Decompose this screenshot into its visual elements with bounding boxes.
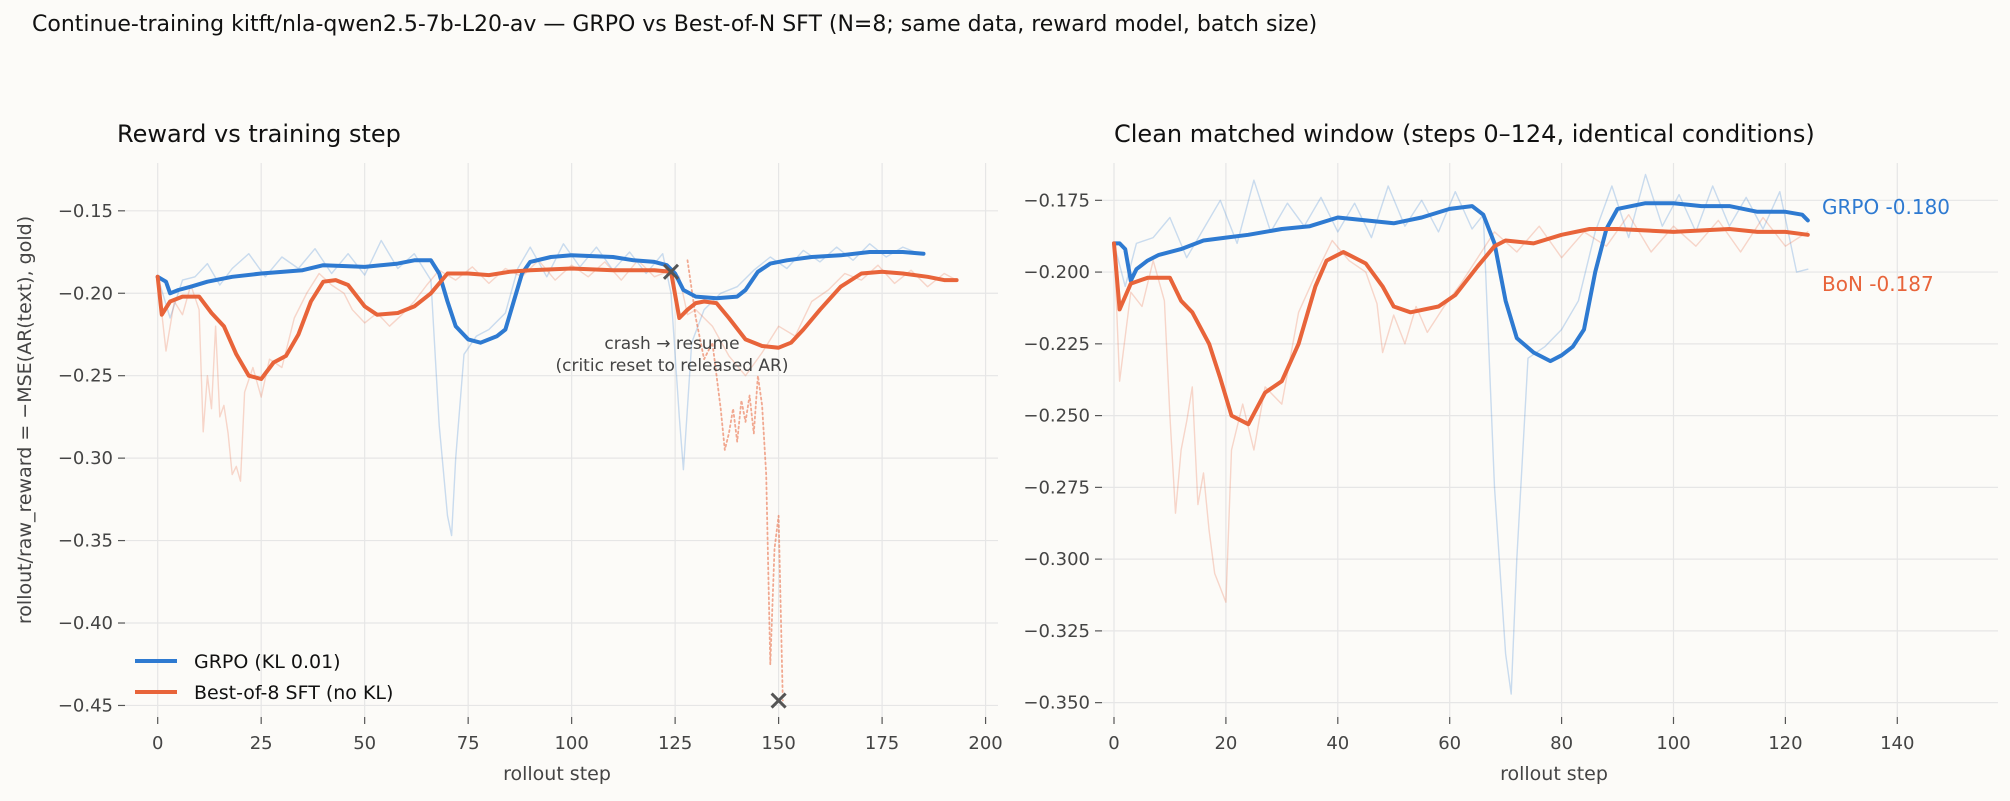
annotation-line-2: (critic reset to released AR) xyxy=(555,356,788,376)
y-tick-label: −0.250 xyxy=(1023,406,1090,427)
y-tick-label: −0.35 xyxy=(58,531,113,552)
x-tick-label: 100 xyxy=(554,733,588,754)
right-x-axis-label: rollout step xyxy=(1500,763,1608,785)
right-grid xyxy=(1102,163,1998,717)
x-tick-label: 120 xyxy=(1768,733,1802,754)
x-tick-label: 80 xyxy=(1550,733,1573,754)
figure-title: Continue-training kitft/nla-qwen2.5-7b-L… xyxy=(32,12,1317,37)
end-label-bon: BoN -0.187 xyxy=(1822,272,1934,296)
y-tick-label: −0.30 xyxy=(58,448,113,469)
right-panel: Clean matched window (steps 0–124, ident… xyxy=(1023,120,1998,785)
left-x-axis-label: rollout step xyxy=(503,763,611,785)
y-tick-label: −0.200 xyxy=(1023,262,1090,283)
x-tick-label: 50 xyxy=(353,733,376,754)
x-tick-label: 175 xyxy=(865,733,899,754)
left-series xyxy=(155,239,959,702)
x-tick-label: 150 xyxy=(761,733,795,754)
right-panel-title: Clean matched window (steps 0–124, ident… xyxy=(1114,120,1815,148)
y-tick-label: −0.20 xyxy=(58,283,113,304)
left-y-ticks: −0.15 −0.20 −0.25 −0.30 −0.35 −0.40 −0.45 xyxy=(58,201,125,716)
y-tick-label: −0.350 xyxy=(1023,693,1090,714)
raw-series-line-grpo xyxy=(1113,173,1809,695)
series-line-grpo xyxy=(155,250,926,345)
legend-label-bon: Best-of-8 SFT (no KL) xyxy=(194,682,393,704)
y-tick-label: −0.25 xyxy=(58,366,113,387)
y-tick-label: −0.300 xyxy=(1023,549,1090,570)
y-tick-label: −0.45 xyxy=(58,695,113,716)
y-tick-label: −0.15 xyxy=(58,201,113,222)
x-tick-label: 0 xyxy=(152,733,163,754)
legend: GRPO (KL 0.01) Best-of-8 SFT (no KL) xyxy=(135,651,393,704)
left-x-ticks: 0 25 50 75 100 125 150 175 200 xyxy=(152,717,1003,754)
right-y-ticks: −0.175 −0.200 −0.225 −0.250 −0.275 −0.300 −0.3… xyxy=(1023,190,1102,714)
series-line-grpo xyxy=(1112,201,1810,364)
left-y-axis-label: rollout/raw_reward = −MSE(AR(text), gold… xyxy=(14,216,36,624)
crash-annotation: crash → resume (critic reset to released… xyxy=(555,334,788,376)
y-tick-label: −0.40 xyxy=(58,613,113,634)
x-tick-label: 140 xyxy=(1880,733,1914,754)
left-panel-title: Reward vs training step xyxy=(117,120,401,148)
crash-markers xyxy=(662,263,787,709)
series-line-bon xyxy=(1112,227,1810,427)
annotation-line-1: crash → resume xyxy=(604,334,739,354)
left-panel: Reward vs training step 0 25 50 75 100 125 150… xyxy=(14,120,1003,785)
x-tick-label: 20 xyxy=(1214,733,1237,754)
x-tick-label: 40 xyxy=(1326,733,1349,754)
x-tick-label: 25 xyxy=(250,733,273,754)
x-tick-label: 60 xyxy=(1438,733,1461,754)
series-line-bon xyxy=(155,266,959,381)
crash-window-line-bon xyxy=(686,259,784,702)
x-tick-label: 200 xyxy=(968,733,1002,754)
end-label-grpo: GRPO -0.180 xyxy=(1822,195,1950,219)
left-grid xyxy=(125,163,998,717)
crash-marker xyxy=(662,263,680,280)
x-tick-label: 125 xyxy=(658,733,692,754)
y-tick-label: −0.325 xyxy=(1023,621,1090,642)
y-tick-label: −0.225 xyxy=(1023,334,1090,355)
y-tick-label: −0.275 xyxy=(1023,477,1090,498)
right-x-ticks: 0 20 40 60 80 100 120 140 xyxy=(1108,717,1914,754)
crash-marker xyxy=(770,692,787,709)
y-tick-label: −0.175 xyxy=(1023,190,1090,211)
x-tick-label: 0 xyxy=(1108,733,1119,754)
raw-series-line-grpo xyxy=(157,239,921,537)
x-tick-label: 75 xyxy=(457,733,480,754)
right-end-labels: GRPO -0.180 BoN -0.187 xyxy=(1822,195,1950,296)
raw-series-line-bon xyxy=(1113,214,1809,603)
legend-label-grpo: GRPO (KL 0.01) xyxy=(194,651,341,673)
right-series xyxy=(1112,173,1810,695)
x-tick-label: 100 xyxy=(1656,733,1690,754)
